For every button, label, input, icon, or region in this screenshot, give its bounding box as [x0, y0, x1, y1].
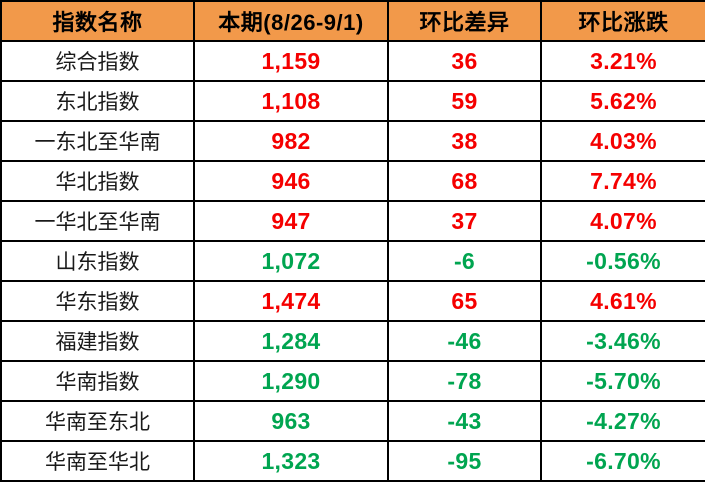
table-row: 一东北至华南 982 38 4.03% [0, 120, 705, 162]
cell-index-name: 综合指数 [0, 40, 195, 82]
cell-current-value: 1,290 [193, 360, 389, 402]
cell-current-value: 1,159 [193, 40, 389, 82]
cell-mom-difference: -6 [387, 240, 542, 282]
cell-mom-difference: 38 [387, 120, 542, 162]
column-header-mom-difference: 环比差异 [387, 0, 542, 42]
cell-mom-change-pct: 3.21% [540, 40, 705, 82]
cell-index-name: 华东指数 [0, 280, 195, 322]
table-row: 华东指数 1,474 65 4.61% [0, 280, 705, 322]
cell-index-name: 华南至东北 [0, 400, 195, 442]
table-row: 一华北至华南 947 37 4.07% [0, 200, 705, 242]
cell-current-value: 1,474 [193, 280, 389, 322]
cell-mom-difference: -43 [387, 400, 542, 442]
cell-mom-difference: 37 [387, 200, 542, 242]
cell-mom-change-pct: 7.74% [540, 160, 705, 202]
cell-current-value: 1,284 [193, 320, 389, 362]
header-row: 指数名称 本期(8/26-9/1) 环比差异 环比涨跌 [0, 0, 705, 42]
table-row: 华南至东北 963 -43 -4.27% [0, 400, 705, 442]
table-row: 东北指数 1,108 59 5.62% [0, 80, 705, 122]
cell-index-name: 华南至华北 [0, 440, 195, 482]
cell-index-name: 福建指数 [0, 320, 195, 362]
cell-mom-change-pct: -0.56% [540, 240, 705, 282]
table-row: 华南至华北 1,323 -95 -6.70% [0, 440, 705, 482]
table-row: 华北指数 946 68 7.74% [0, 160, 705, 202]
column-header-current-period: 本期(8/26-9/1) [193, 0, 389, 42]
cell-current-value: 982 [193, 120, 389, 162]
cell-current-value: 1,072 [193, 240, 389, 282]
table-header: 指数名称 本期(8/26-9/1) 环比差异 环比涨跌 [0, 0, 705, 42]
cell-current-value: 963 [193, 400, 389, 442]
cell-mom-difference: -78 [387, 360, 542, 402]
cell-mom-change-pct: 5.62% [540, 80, 705, 122]
cell-index-name: 华北指数 [0, 160, 195, 202]
cell-mom-change-pct: -4.27% [540, 400, 705, 442]
cell-mom-difference: 36 [387, 40, 542, 82]
table-row: 山东指数 1,072 -6 -0.56% [0, 240, 705, 282]
cell-mom-difference: -95 [387, 440, 542, 482]
cell-mom-change-pct: -5.70% [540, 360, 705, 402]
cell-mom-change-pct: 4.07% [540, 200, 705, 242]
cell-index-name: 一华北至华南 [0, 200, 195, 242]
cell-mom-change-pct: 4.03% [540, 120, 705, 162]
cell-current-value: 947 [193, 200, 389, 242]
cell-index-name: 一东北至华南 [0, 120, 195, 162]
table-body: 综合指数 1,159 36 3.21% 东北指数 1,108 59 5.62% 一东北至华南 98… [0, 40, 705, 482]
cell-mom-change-pct: 4.61% [540, 280, 705, 322]
cell-current-value: 946 [193, 160, 389, 202]
column-header-mom-change-pct: 环比涨跌 [540, 0, 705, 42]
cell-mom-change-pct: -3.46% [540, 320, 705, 362]
cell-mom-change-pct: -6.70% [540, 440, 705, 482]
cell-index-name: 山东指数 [0, 240, 195, 282]
cell-current-value: 1,108 [193, 80, 389, 122]
table-row: 综合指数 1,159 36 3.21% [0, 40, 705, 82]
table-row: 华南指数 1,290 -78 -5.70% [0, 360, 705, 402]
cell-current-value: 1,323 [193, 440, 389, 482]
cell-mom-difference: 68 [387, 160, 542, 202]
table-row: 福建指数 1,284 -46 -3.46% [0, 320, 705, 362]
cell-index-name: 东北指数 [0, 80, 195, 122]
cell-mom-difference: 65 [387, 280, 542, 322]
cell-mom-difference: -46 [387, 320, 542, 362]
column-header-index-name: 指数名称 [0, 0, 195, 42]
cell-index-name: 华南指数 [0, 360, 195, 402]
cell-mom-difference: 59 [387, 80, 542, 122]
